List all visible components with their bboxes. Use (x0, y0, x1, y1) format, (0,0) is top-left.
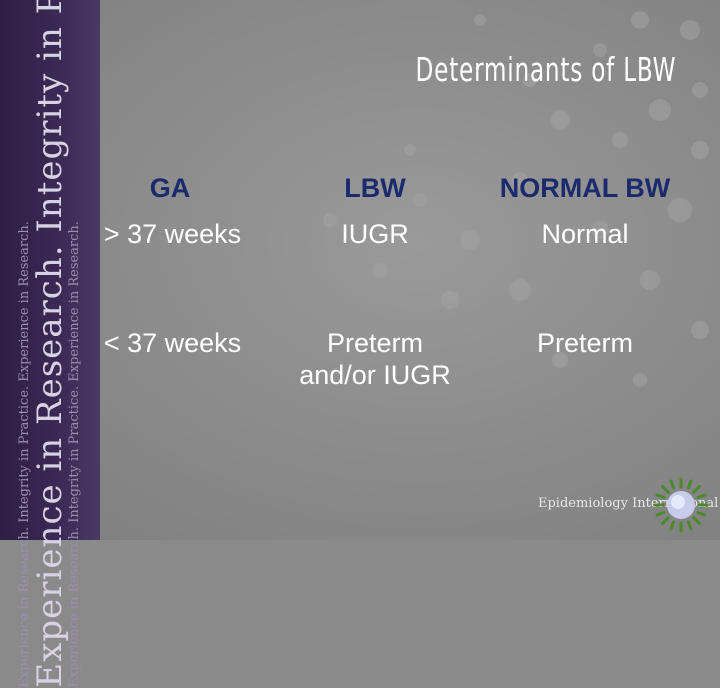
row1-lbw: IUGR (341, 219, 409, 249)
row2-ga: < 37 weeks (103, 328, 242, 358)
row1-normal-bw: Normal (541, 219, 629, 249)
row1-ga: > 37 weeks (103, 219, 242, 249)
header-ga: GA (149, 173, 191, 203)
company-logo: Epidemiology International (538, 474, 718, 536)
row2-lbw-line2: and/or IUGR (299, 360, 451, 390)
slide-title: Determinants of LBW (415, 50, 676, 89)
sidebar: Experience in Research. Integrity in Pra… (0, 0, 100, 688)
sidebar-tagline: Experience in Research. Integrity in Pra… (17, 0, 83, 688)
decorative-dots (323, 11, 709, 387)
row2-normal-bw: Preterm (536, 328, 634, 358)
row2-lbw: Preterm and/or IUGR (280, 327, 470, 391)
sidebar-tagline-large: Experience in Research. Integrity in Pra… (30, 0, 70, 688)
slide-background (0, 0, 720, 540)
header-normal-bw: NORMAL BW (499, 173, 671, 203)
row2-lbw-line1: Preterm (326, 328, 424, 358)
logo-sunburst-icon (653, 477, 709, 533)
header-lbw: LBW (344, 173, 406, 203)
